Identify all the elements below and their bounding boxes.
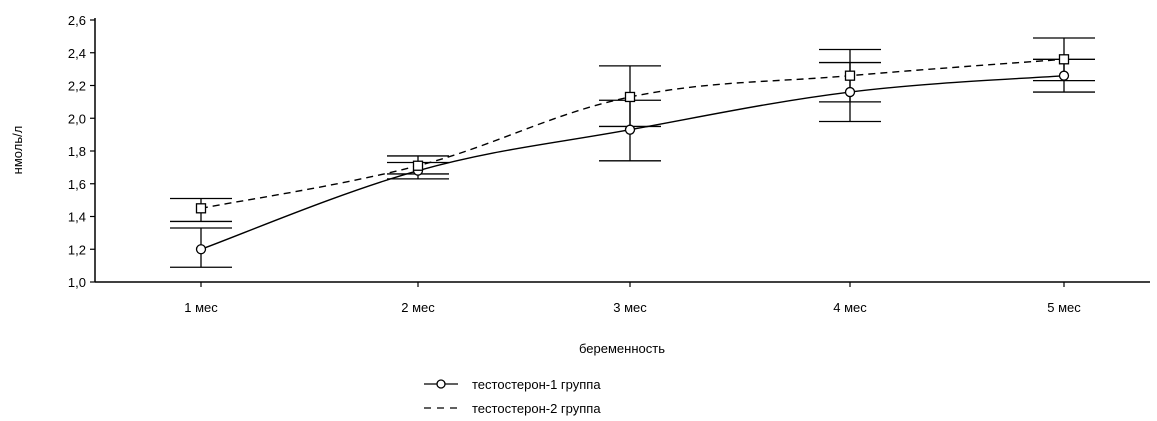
data-point-square <box>1058 54 1070 65</box>
series-markers <box>195 54 1070 255</box>
legend-marker-circle <box>436 379 446 389</box>
y-tick-label: 2,0 <box>68 111 86 126</box>
x-tick-label: 4 мес <box>833 300 867 315</box>
data-point-circle <box>844 86 856 98</box>
y-tick-label: 2,4 <box>68 46 86 61</box>
y-axis-title: нмоль/л <box>10 126 25 175</box>
y-tick-label: 1,6 <box>68 177 86 192</box>
y-tick-label: 1,2 <box>68 242 86 257</box>
data-point-circle <box>195 244 207 255</box>
legend-label-1: тестостерон-1 группа <box>472 377 601 392</box>
axes <box>94 18 1150 283</box>
data-point-square <box>844 70 856 81</box>
legend-item-2: тестостерон-2 группа <box>424 401 601 416</box>
legend-label-2: тестостерон-2 группа <box>472 401 601 416</box>
y-ticks: 1,0 1,2 1,4 1,6 1,8 2,0 2,2 2,4 2,6 <box>68 13 95 290</box>
y-tick-label: 2,6 <box>68 13 86 28</box>
legend: тестостерон-1 группа тестостерон-2 групп… <box>424 377 601 416</box>
y-tick-label: 1,4 <box>68 210 86 225</box>
data-point-circle <box>1058 70 1070 81</box>
y-tick-label: 1,8 <box>68 144 86 159</box>
x-axis-title: беременность <box>579 341 665 356</box>
data-point-square <box>624 91 636 103</box>
data-point-square <box>195 203 207 214</box>
y-tick-label: 2,2 <box>68 79 86 94</box>
x-ticks: 1 мес 2 мес 3 мес 4 мес 5 мес <box>184 282 1081 315</box>
series-lines <box>200 58 1065 250</box>
x-tick-label: 2 мес <box>401 300 435 315</box>
x-tick-label: 1 мес <box>184 300 218 315</box>
legend-item-1: тестостерон-1 группа <box>424 377 601 392</box>
error-bars <box>170 37 1095 268</box>
data-point-square <box>412 160 424 171</box>
x-tick-label: 5 мес <box>1047 300 1081 315</box>
x-tick-label: 3 мес <box>613 300 647 315</box>
y-tick-label: 1,0 <box>68 275 86 290</box>
data-point-circle <box>624 124 636 135</box>
